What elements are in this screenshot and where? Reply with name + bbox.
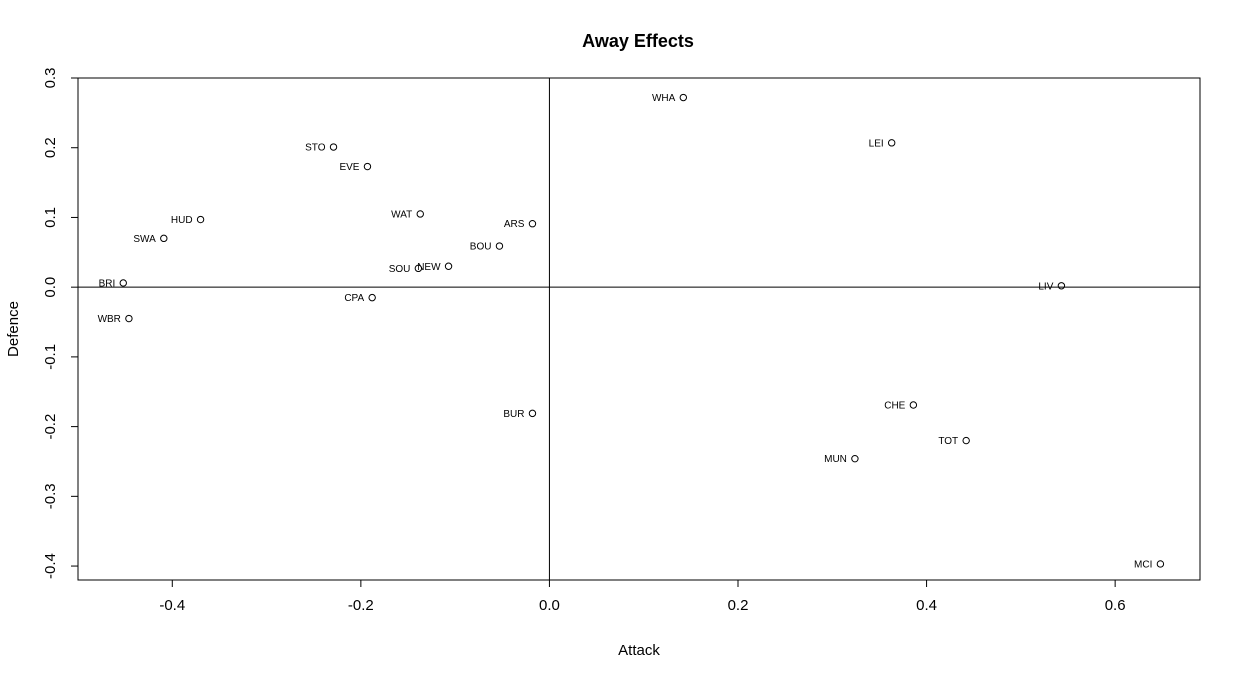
reference-lines (78, 78, 1200, 580)
point-label: BOU (470, 242, 492, 253)
y-tick-label: 0.0 (42, 277, 59, 298)
data-point (125, 314, 133, 323)
data-point (679, 93, 688, 102)
point-label: NEW (417, 262, 441, 273)
point-label: MCI (1134, 559, 1152, 570)
x-tick-label: 0.0 (539, 597, 560, 614)
point-label: WBR (98, 314, 121, 325)
data-point (495, 242, 504, 250)
point-label: WHA (652, 93, 676, 104)
x-axis-label: Attack (618, 642, 660, 659)
data-point (368, 293, 376, 302)
y-tick-label: -0.1 (42, 344, 59, 370)
y-tick-label: -0.4 (42, 553, 59, 579)
point-label: BRI (99, 278, 116, 289)
data-point (444, 262, 453, 270)
point-label: BUR (503, 409, 524, 420)
y-tick-label: -0.2 (42, 414, 59, 440)
x-tick-label: -0.4 (159, 597, 185, 614)
x-axis: -0.4 -0.2 0.0 0.2 0.4 0.6 (159, 579, 1126, 614)
chart-title: Away Effects (582, 31, 694, 51)
y-tick-label: 0.3 (42, 68, 59, 89)
data-point (119, 279, 127, 287)
data-points: WHA LEI STO EVE WAT HUD ARS SWA BOU NEW SOU BRI LIV C… (98, 93, 1165, 570)
point-label: HUD (171, 215, 193, 226)
data-point (196, 215, 205, 224)
data-point (416, 210, 424, 218)
y-tick-label: -0.3 (42, 483, 59, 509)
x-tick-label: 0.2 (728, 597, 749, 614)
x-tick-label: -0.2 (348, 597, 374, 614)
y-axis-label: Defence (5, 301, 22, 357)
point-label: SOU (389, 264, 411, 275)
x-tick-label: 0.4 (916, 597, 937, 614)
point-label: ARS (504, 219, 525, 230)
data-point (851, 454, 859, 463)
y-tick-label: 0.2 (42, 137, 59, 158)
data-point (1156, 560, 1165, 568)
point-label: CHE (884, 400, 905, 411)
plot-frame (77, 77, 1201, 581)
data-point (528, 409, 537, 418)
data-point (160, 234, 168, 243)
data-point (528, 220, 537, 228)
point-label: CPA (344, 293, 364, 304)
y-axis: -0.4 -0.3 -0.2 -0.1 0.0 0.1 0.2 0.3 (42, 68, 79, 579)
data-point (414, 264, 423, 273)
point-label: LEI (869, 138, 884, 149)
x-tick-label: 0.6 (1105, 597, 1126, 614)
y-tick-label: 0.1 (42, 207, 59, 228)
data-point (909, 401, 918, 409)
data-point (1057, 282, 1066, 290)
data-point (329, 143, 338, 151)
point-label: MUN (824, 454, 847, 465)
point-label: SWA (133, 234, 156, 245)
point-label: WAT (391, 209, 412, 220)
point-label: EVE (339, 162, 359, 173)
data-point (962, 436, 970, 445)
point-label: LIV (1038, 281, 1053, 292)
point-label: STO (305, 143, 326, 154)
data-point (887, 139, 896, 147)
point-label: TOT (938, 436, 958, 447)
data-point (363, 162, 372, 171)
